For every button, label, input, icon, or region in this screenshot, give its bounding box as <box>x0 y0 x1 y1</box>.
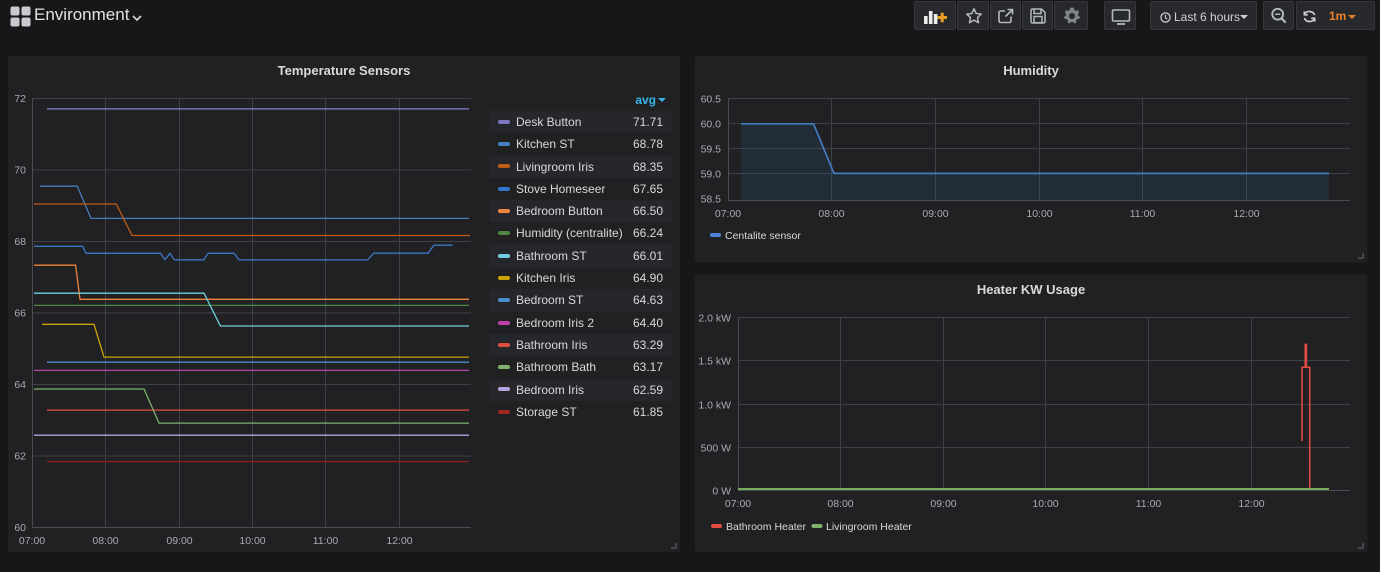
svg-text:12:00: 12:00 <box>1238 498 1264 510</box>
svg-text:12:00: 12:00 <box>386 535 412 547</box>
svg-text:11:00: 11:00 <box>313 535 339 547</box>
svg-text:Centalite sensor: Centalite sensor <box>725 230 801 242</box>
svg-text:07:00: 07:00 <box>715 208 741 220</box>
svg-text:10:00: 10:00 <box>1032 498 1058 510</box>
svg-text:59.5: 59.5 <box>701 143 722 155</box>
svg-text:62: 62 <box>14 451 26 463</box>
svg-text:07:00: 07:00 <box>725 498 751 510</box>
svg-text:09:00: 09:00 <box>930 498 956 510</box>
svg-text:0 W: 0 W <box>712 485 731 497</box>
svg-text:Bathroom Heater: Bathroom Heater <box>726 521 806 533</box>
svg-text:11:00: 11:00 <box>1130 208 1156 220</box>
svg-text:1.0 kW: 1.0 kW <box>698 399 731 411</box>
svg-text:09:00: 09:00 <box>166 535 192 547</box>
svg-text:07:00: 07:00 <box>19 535 45 547</box>
svg-text:68: 68 <box>14 236 26 248</box>
svg-text:66: 66 <box>14 308 26 320</box>
svg-text:08:00: 08:00 <box>92 535 118 547</box>
svg-text:10:00: 10:00 <box>1026 208 1052 220</box>
svg-text:64: 64 <box>14 379 26 391</box>
svg-text:10:00: 10:00 <box>239 535 265 547</box>
svg-text:Livingroom Heater: Livingroom Heater <box>826 521 912 533</box>
svg-text:60: 60 <box>14 522 26 534</box>
svg-text:09:00: 09:00 <box>922 208 948 220</box>
svg-text:11:00: 11:00 <box>1136 498 1162 510</box>
svg-text:2.0 kW: 2.0 kW <box>698 312 731 324</box>
svg-text:58.5: 58.5 <box>701 193 722 205</box>
svg-text:08:00: 08:00 <box>827 498 853 510</box>
svg-text:1.5 kW: 1.5 kW <box>698 355 731 367</box>
svg-text:70: 70 <box>14 165 26 177</box>
svg-text:08:00: 08:00 <box>818 208 844 220</box>
svg-text:60.5: 60.5 <box>701 93 722 105</box>
svg-text:72: 72 <box>14 93 26 105</box>
svg-text:60.0: 60.0 <box>701 118 722 130</box>
svg-text:500 W: 500 W <box>701 442 731 454</box>
svg-text:59.0: 59.0 <box>701 168 722 180</box>
svg-text:12:00: 12:00 <box>1233 208 1259 220</box>
